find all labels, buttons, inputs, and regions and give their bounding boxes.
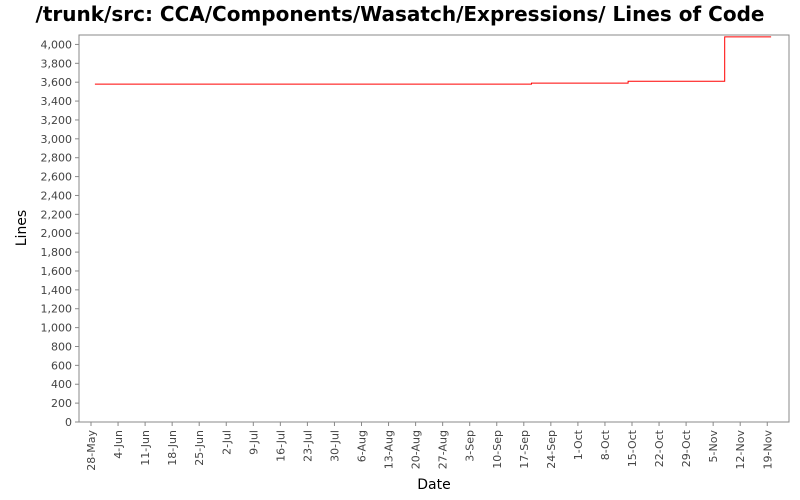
y-tick-label: 1,600 xyxy=(41,265,73,278)
x-tick-label: 29-Oct xyxy=(680,429,693,467)
x-tick-label: 9-Jul xyxy=(247,430,260,455)
y-tick-label: 3,200 xyxy=(41,114,73,127)
x-tick-label: 10-Sep xyxy=(491,430,504,469)
x-tick-label: 4-Jun xyxy=(112,430,125,459)
y-tick-label: 4,000 xyxy=(41,38,73,51)
x-axis-label: Date xyxy=(417,477,450,493)
y-tick-label: 0 xyxy=(65,416,72,429)
y-tick-label: 1,800 xyxy=(41,246,73,259)
x-tick-label: 17-Sep xyxy=(518,430,531,469)
y-tick-label: 2,400 xyxy=(41,189,73,202)
x-tick-label: 5-Nov xyxy=(707,430,720,463)
x-tick-label: 8-Oct xyxy=(599,429,612,460)
y-tick-label: 2,000 xyxy=(41,227,73,240)
x-tick-label: 28-May xyxy=(85,430,98,471)
x-tick-label: 15-Oct xyxy=(626,429,639,467)
x-tick-label: 6-Aug xyxy=(356,430,369,462)
y-tick-label: 2,600 xyxy=(41,171,73,184)
y-tick-label: 400 xyxy=(51,378,72,391)
x-tick-label: 13-Aug xyxy=(383,430,396,469)
x-tick-label: 27-Aug xyxy=(437,430,450,469)
y-tick-label: 3,600 xyxy=(41,76,73,89)
x-tick-label: 25-Jun xyxy=(193,430,206,466)
x-tick-label: 19-Nov xyxy=(761,430,774,470)
x-tick-label: 24-Sep xyxy=(545,430,558,469)
series-group xyxy=(94,36,772,85)
y-tick-label: 1,200 xyxy=(41,303,73,316)
x-tick-label: 1-Oct xyxy=(572,429,585,460)
x-tick-label: 12-Nov xyxy=(734,430,747,470)
y-tick-label: 200 xyxy=(51,397,72,410)
chart-title: /trunk/src: CCA/Components/Wasatch/Expre… xyxy=(35,2,765,26)
y-axis-ticks: 0 200 400 600 800 1,000 1,200 1,400 1,600 1,800 2,… xyxy=(41,38,79,429)
x-tick-label: 18-Jun xyxy=(166,430,179,466)
x-tick-label: 3-Sep xyxy=(464,430,477,462)
x-tick-label: 30-Jul xyxy=(328,430,341,462)
x-tick-label: 11-Jun xyxy=(139,430,152,466)
series-line xyxy=(94,36,772,85)
y-tick-label: 3,000 xyxy=(41,133,73,146)
x-tick-label: 20-Aug xyxy=(410,430,423,469)
y-tick-label: 1,400 xyxy=(41,284,73,297)
y-tick-label: 1,000 xyxy=(41,322,73,335)
plot-area xyxy=(78,34,790,423)
y-tick-label: 2,800 xyxy=(41,152,73,165)
y-tick-label: 2,200 xyxy=(41,208,73,221)
y-tick-label: 800 xyxy=(51,340,72,353)
y-tick-label: 3,800 xyxy=(41,57,73,70)
x-tick-label: 22-Oct xyxy=(653,429,666,467)
x-tick-label: 23-Jul xyxy=(301,430,314,462)
x-tick-label: 2-Jul xyxy=(220,430,233,455)
x-tick-label: 16-Jul xyxy=(274,430,287,462)
y-tick-label: 600 xyxy=(51,359,72,372)
y-axis-label: Lines xyxy=(14,210,30,246)
y-tick-label: 3,400 xyxy=(41,95,73,108)
x-axis-ticks: 28-May 4-Jun 11-Jun 18-Jun 25-Jun 2-Jul 9-Jul 1… xyxy=(85,422,774,471)
